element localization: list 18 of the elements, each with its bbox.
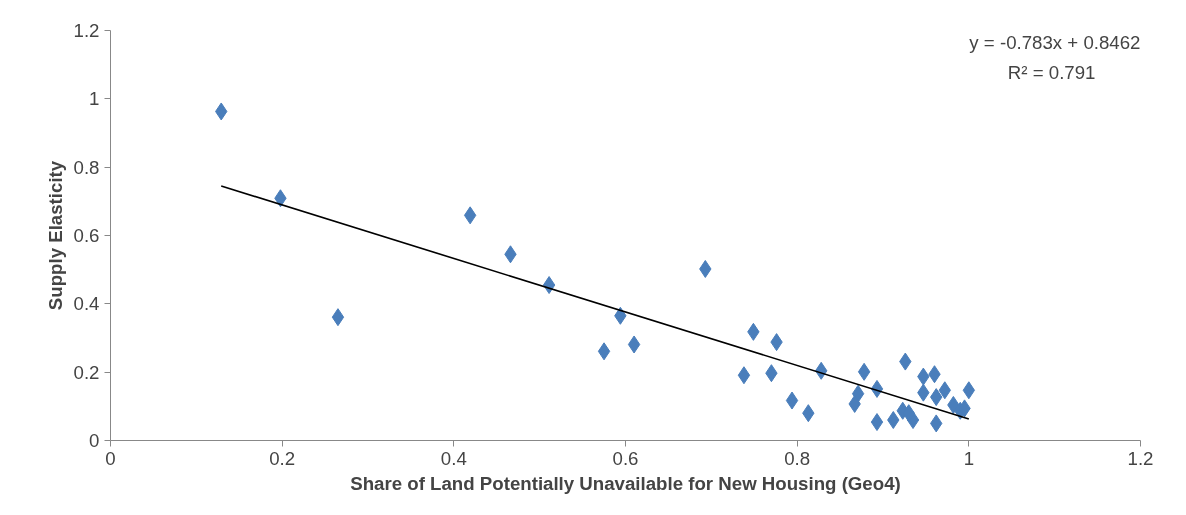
- x-tick-label: 0.2: [269, 447, 296, 469]
- annotation: y = -0.783x + 0.8462: [969, 32, 1141, 53]
- y-tick-label: 0.2: [73, 361, 100, 383]
- x-tick-label: 1: [963, 447, 975, 469]
- y-tick-label: 0.4: [73, 293, 100, 315]
- x-tick-label: 0.4: [440, 447, 467, 469]
- y-tick-label: 0.8: [73, 156, 100, 178]
- y-axis-title: Supply Elasticity: [44, 160, 66, 311]
- y-tick-label: 1.2: [73, 20, 100, 41]
- y-tick-label: 0: [89, 430, 100, 451]
- x-axis-title: Share of Land Potentially Unavailable for New Housing (Geo4): [350, 472, 901, 494]
- y-tick-label: 0.6: [73, 225, 100, 246]
- x-tick-label: 1.2: [1127, 447, 1154, 469]
- annotation: R² = 0.791: [1007, 62, 1096, 83]
- x-tick-label: 0: [105, 447, 116, 469]
- x-tick-label: 0.6: [612, 447, 639, 469]
- x-tick-label: 0.8: [784, 447, 811, 469]
- y-tick-label: 1: [89, 88, 100, 110]
